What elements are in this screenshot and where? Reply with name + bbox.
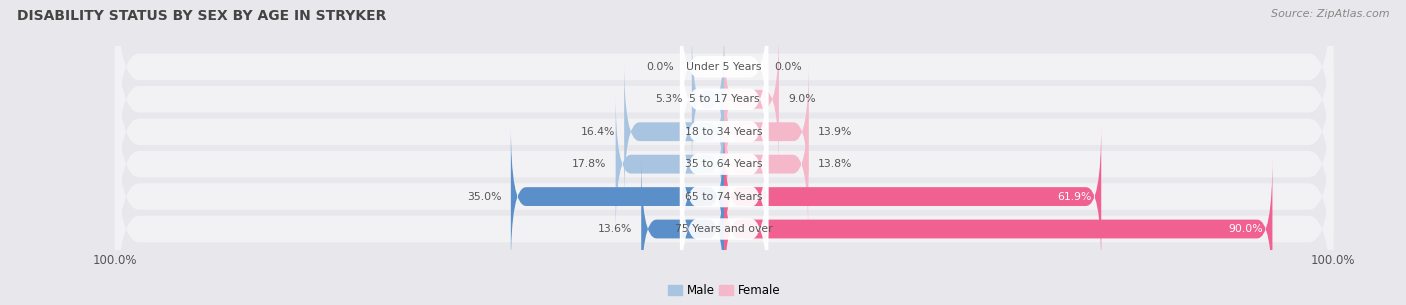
FancyBboxPatch shape [641, 157, 724, 301]
Text: 0.0%: 0.0% [775, 62, 801, 72]
Text: 61.9%: 61.9% [1057, 192, 1092, 202]
FancyBboxPatch shape [681, 142, 768, 305]
FancyBboxPatch shape [681, 77, 768, 251]
Text: 13.6%: 13.6% [598, 224, 633, 234]
Text: 17.8%: 17.8% [572, 159, 606, 169]
FancyBboxPatch shape [624, 60, 724, 203]
FancyBboxPatch shape [681, 0, 768, 153]
FancyBboxPatch shape [681, 45, 768, 218]
FancyBboxPatch shape [724, 92, 808, 236]
FancyBboxPatch shape [115, 15, 1333, 248]
Text: Under 5 Years: Under 5 Years [686, 62, 762, 72]
Text: 16.4%: 16.4% [581, 127, 614, 137]
FancyBboxPatch shape [115, 48, 1333, 281]
Text: Source: ZipAtlas.com: Source: ZipAtlas.com [1271, 9, 1389, 19]
FancyBboxPatch shape [681, 110, 768, 283]
Text: 18 to 34 Years: 18 to 34 Years [685, 127, 763, 137]
FancyBboxPatch shape [724, 157, 1272, 301]
Text: 13.9%: 13.9% [818, 127, 852, 137]
FancyBboxPatch shape [510, 125, 724, 268]
Text: 90.0%: 90.0% [1229, 224, 1264, 234]
FancyBboxPatch shape [724, 60, 808, 203]
FancyBboxPatch shape [724, 27, 779, 171]
FancyBboxPatch shape [681, 13, 768, 186]
Text: 9.0%: 9.0% [787, 94, 815, 104]
Text: 13.8%: 13.8% [817, 159, 852, 169]
Text: 65 to 74 Years: 65 to 74 Years [685, 192, 763, 202]
FancyBboxPatch shape [692, 27, 724, 171]
Text: 0.0%: 0.0% [647, 62, 673, 72]
Text: 75 Years and over: 75 Years and over [675, 224, 773, 234]
FancyBboxPatch shape [724, 125, 1101, 268]
Text: 5.3%: 5.3% [655, 94, 683, 104]
FancyBboxPatch shape [115, 0, 1333, 183]
Text: 5 to 17 Years: 5 to 17 Years [689, 94, 759, 104]
Legend: Male, Female: Male, Female [662, 279, 786, 301]
FancyBboxPatch shape [115, 0, 1333, 216]
FancyBboxPatch shape [115, 113, 1333, 305]
Text: 35 to 64 Years: 35 to 64 Years [685, 159, 763, 169]
FancyBboxPatch shape [616, 92, 724, 236]
Text: 35.0%: 35.0% [467, 192, 502, 202]
Text: DISABILITY STATUS BY SEX BY AGE IN STRYKER: DISABILITY STATUS BY SEX BY AGE IN STRYK… [17, 9, 387, 23]
FancyBboxPatch shape [115, 80, 1333, 305]
